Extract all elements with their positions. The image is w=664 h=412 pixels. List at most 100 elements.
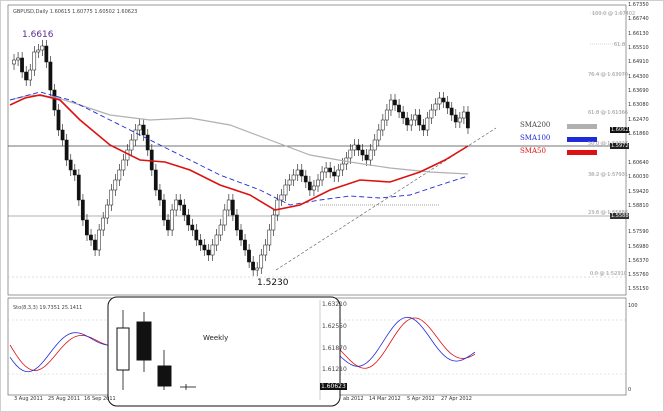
- sma200-line: [9, 94, 469, 175]
- candle-body: [93, 239, 97, 251]
- candle-body: [121, 159, 126, 171]
- candle-body: [287, 179, 292, 186]
- candle-body: [340, 163, 345, 171]
- candle-body: [441, 97, 446, 103]
- stoch-axis-top: 100: [628, 303, 638, 309]
- candle-body: [328, 167, 332, 173]
- candle-body: [384, 109, 389, 121]
- candle-body: [417, 114, 422, 126]
- inset-candle: [116, 327, 130, 371]
- inset-tick: 1.63210: [322, 301, 347, 308]
- candle-body: [356, 144, 361, 151]
- candle-body: [117, 169, 122, 181]
- candle-body: [174, 199, 178, 211]
- price-tick: 1.64910: [628, 59, 649, 65]
- current-price-tag: 1.60623: [610, 127, 632, 133]
- candle-body: [348, 149, 353, 159]
- inset-tick: 1.61210: [322, 366, 347, 373]
- candle-body: [186, 214, 191, 226]
- price-tick: 1.60640: [628, 160, 649, 166]
- legend-sma100-swatch: [567, 137, 597, 142]
- x-tick: 5 Apr 2012: [407, 396, 435, 402]
- inset-title: Weekly: [203, 334, 229, 342]
- candle-body: [24, 71, 28, 81]
- fib-label-500: 50.0 @ 1.59927: [588, 141, 628, 147]
- candle-body: [234, 214, 239, 231]
- fib-label-618b: 61.8 @ 1.61366: [588, 110, 628, 116]
- candle-body: [380, 119, 385, 131]
- inset-tick: 1.61870: [322, 345, 347, 352]
- candle-body: [445, 101, 450, 109]
- candle-body: [149, 149, 154, 171]
- price-tick: 1.63690: [628, 88, 649, 94]
- candle-body: [271, 214, 276, 231]
- candle-body: [162, 199, 166, 221]
- price-tick: 1.62470: [628, 117, 649, 123]
- candle-body: [178, 199, 182, 206]
- candle-body: [295, 169, 300, 176]
- candle-body: [44, 45, 49, 63]
- candle-body: [267, 229, 272, 246]
- candle-body: [405, 117, 409, 126]
- candle-body: [336, 169, 341, 177]
- candle-body: [52, 89, 57, 111]
- sma50-line: [9, 94, 469, 211]
- candle-body: [283, 184, 288, 196]
- candle-body: [352, 144, 357, 151]
- x-tick: ab 2012: [343, 396, 364, 402]
- fib-label-764: 76.4 @ 1.63070: [588, 72, 628, 78]
- candle-body: [303, 175, 308, 183]
- candle-body: [206, 249, 211, 256]
- candle-body: [32, 51, 37, 71]
- candle-body: [129, 139, 134, 151]
- candle-body: [85, 219, 89, 236]
- x-tick: 16 Sep 2011: [84, 396, 116, 402]
- candle-body: [141, 124, 146, 136]
- candle-body: [101, 217, 105, 231]
- candle-body: [218, 224, 223, 236]
- legend-sma200-swatch: [567, 124, 597, 129]
- x-tick: 3 Aug 2011: [14, 396, 43, 402]
- fib-label-100: 100.0 @ 1.67402: [592, 11, 636, 17]
- price-tick: 1.56370: [628, 258, 649, 264]
- candle-body: [194, 229, 199, 241]
- candle-body: [437, 97, 442, 105]
- candle-body: [320, 171, 324, 181]
- candle-body: [12, 59, 16, 65]
- price-tick: 1.56980: [628, 244, 649, 250]
- candle-body: [239, 229, 243, 241]
- price-tag-3: 1.55880: [610, 213, 632, 219]
- candle-body: [80, 199, 85, 221]
- candle-body: [133, 129, 138, 141]
- candle-body: [255, 267, 259, 271]
- stoch-title: Sto(8,3,3) 19.7351 25.1411: [13, 305, 83, 311]
- candle-body: [28, 69, 33, 81]
- candle-body: [247, 249, 251, 263]
- candle-body: [230, 199, 235, 216]
- legend-sma50: SMA50: [520, 147, 546, 155]
- price-tick: 1.60030: [628, 174, 649, 180]
- candle-body: [68, 159, 73, 171]
- candle-body: [202, 244, 207, 251]
- candle-body: [307, 181, 312, 191]
- candle-body: [299, 169, 304, 177]
- candle-body: [263, 244, 268, 256]
- candle-body: [388, 99, 393, 111]
- x-tick: 14 Mar 2012: [369, 396, 401, 402]
- symbol-header: GBPUSD,Daily 1.60615 1.60775 1.60502 1.6…: [13, 9, 138, 15]
- candle-body: [275, 199, 280, 216]
- candle-body: [198, 239, 203, 246]
- fib-label-000: 0.0 @ 1.52310: [590, 271, 627, 277]
- candle-body: [76, 174, 81, 201]
- candle-body: [421, 124, 426, 131]
- candle-body: [291, 174, 296, 181]
- trendline: [275, 127, 497, 271]
- price-tick: 1.63080: [628, 102, 649, 108]
- price-tick: 1.61860: [628, 131, 649, 137]
- price-tick: 1.57590: [628, 229, 649, 235]
- candle-body: [409, 119, 414, 126]
- candle-body: [214, 234, 219, 246]
- candle-body: [97, 229, 101, 251]
- candle-body: [48, 61, 53, 91]
